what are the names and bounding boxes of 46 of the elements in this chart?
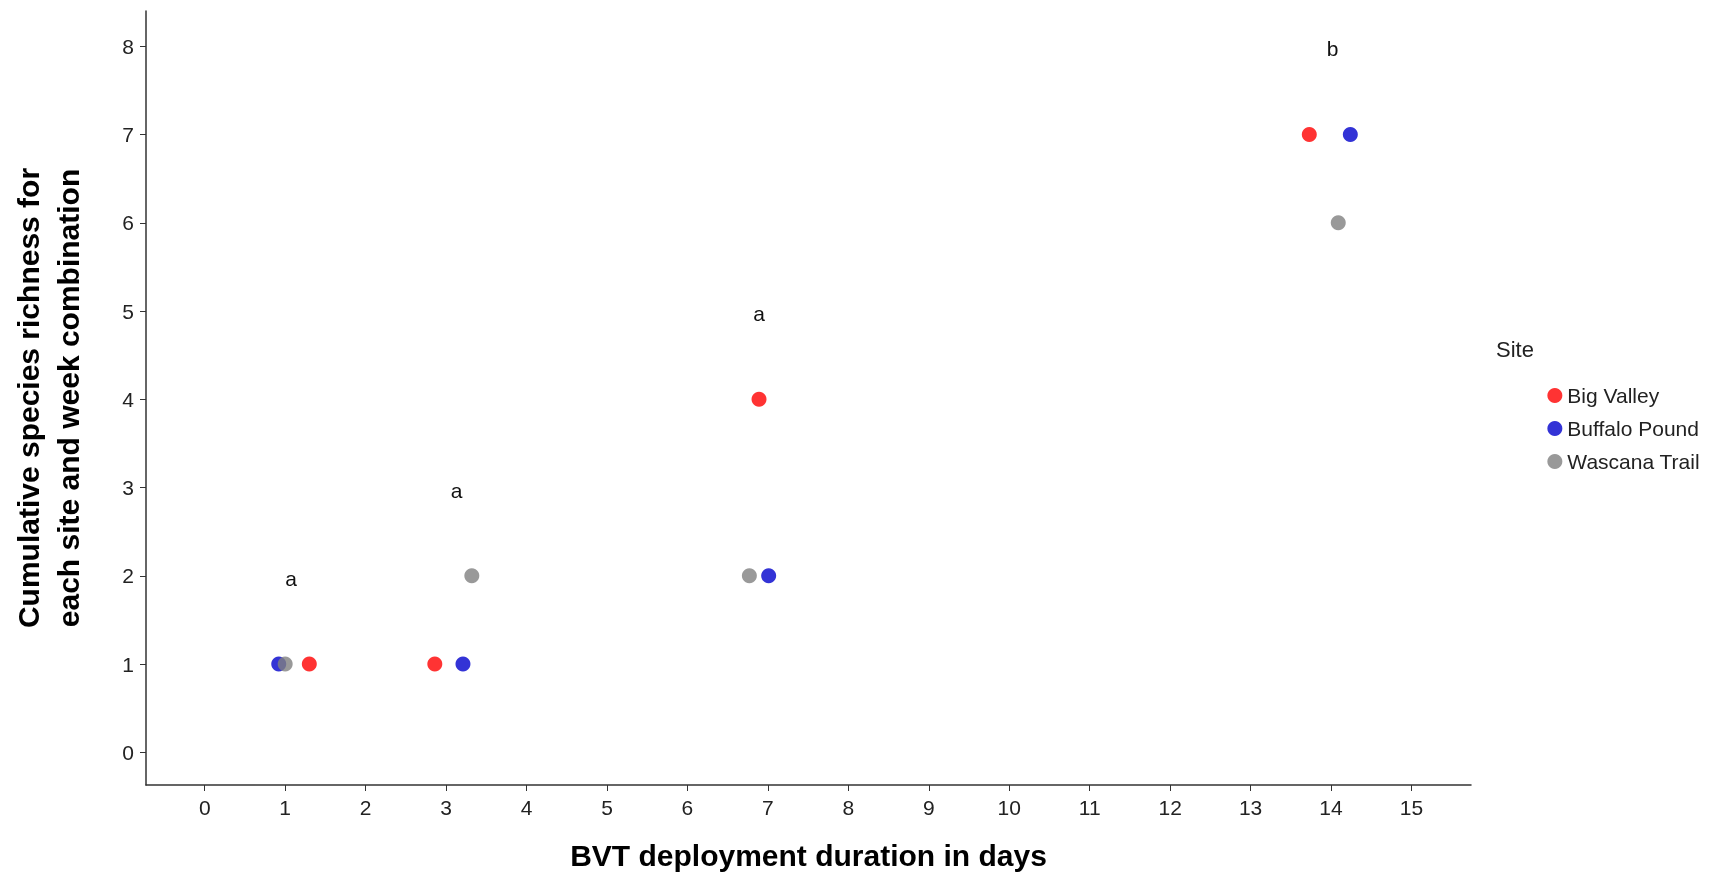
point [1301, 127, 1317, 143]
x-tick-label: 10 [997, 796, 1021, 819]
point [751, 391, 767, 407]
x-tick-label: 5 [601, 796, 613, 819]
y-tick-label: 4 [122, 387, 135, 411]
x-tick-label: 12 [1158, 796, 1182, 819]
y-tick-label: 8 [122, 34, 134, 58]
legend-label: Buffalo Pound [1567, 417, 1699, 440]
legend-title: Site [1496, 336, 1534, 362]
x-tick-label: 15 [1399, 796, 1424, 819]
x-tick-label: 8 [842, 796, 855, 819]
y-tick-label: 2 [122, 564, 134, 588]
point [761, 568, 777, 584]
point [277, 656, 293, 672]
annotation: b [1326, 37, 1339, 61]
point [455, 656, 471, 672]
legend-label: Big Valley [1567, 384, 1660, 407]
x-tick-label: 6 [681, 796, 694, 819]
point [427, 656, 443, 672]
y-tick-label: 6 [122, 211, 134, 235]
x-tick-label: 13 [1238, 796, 1263, 819]
x-tick-label: 11 [1078, 796, 1101, 819]
y-tick-label: 1 [122, 652, 134, 676]
y-axis-title: Cumulative species richness for each site and week combination [11, 167, 85, 629]
x-tick-label: 14 [1319, 796, 1344, 819]
y-tick-label: 7 [122, 123, 134, 147]
x-tick-label: 2 [359, 796, 372, 819]
x-tick-label: 7 [762, 796, 774, 819]
y-tick-label: 0 [122, 740, 134, 764]
point [1330, 215, 1346, 231]
y-tick-label: 3 [122, 476, 134, 500]
x-axis-title: BVT deployment duration in days [570, 838, 1047, 872]
point [1342, 127, 1358, 143]
x-tick-label: 0 [198, 796, 211, 819]
point [301, 656, 317, 672]
point [741, 568, 757, 584]
annotation: a [450, 478, 463, 502]
annotation: a [753, 302, 766, 326]
x-tick-label: 9 [922, 796, 935, 819]
y-tick-label: 5 [122, 299, 134, 323]
legend-label: Wascana Trail [1567, 450, 1700, 473]
x-tick-label: 1 [279, 796, 292, 819]
annotation: a [285, 566, 298, 590]
x-tick-label: 3 [440, 796, 452, 819]
point [464, 568, 480, 584]
x-tick-label: 4 [520, 796, 533, 819]
